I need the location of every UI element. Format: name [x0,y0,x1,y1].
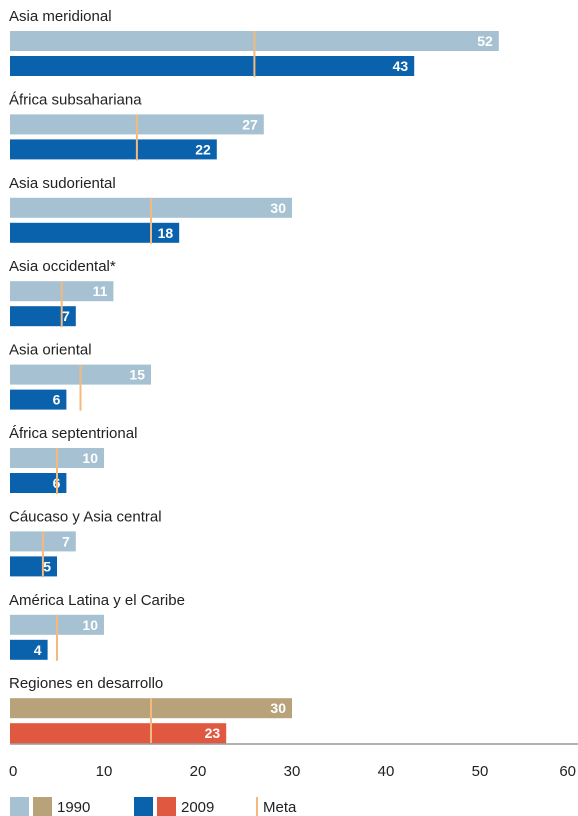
legend-swatch-1990 [10,797,29,816]
category-label: Asia meridional [9,8,112,25]
legend-swatch-2009 [134,797,153,816]
bar-2009 [10,389,67,410]
bar-2009 [10,139,217,160]
legend-label-meta: Meta [263,799,297,816]
data-label-2009: 18 [158,225,174,241]
x-tick-label: 30 [284,763,301,780]
meta-marker [56,614,58,661]
bar-2009 [10,56,415,76]
data-label-2009: 6 [53,392,61,408]
meta-marker [56,448,58,494]
data-label-1990: 7 [62,533,70,549]
data-label-1990: 11 [93,283,108,299]
data-label-1990: 10 [82,450,98,466]
data-label-1990: 27 [242,116,258,132]
bar-2009 [10,556,57,577]
category-label: Cáucaso y Asia central [9,508,162,525]
x-tick-label: 0 [9,763,17,780]
category-label: Asia occidental* [9,258,116,275]
data-label-1990: 30 [270,200,286,216]
data-label-1990: 15 [129,367,145,383]
meta-marker [150,698,152,745]
data-label-1990: 30 [270,700,286,716]
x-tick-label: 10 [96,763,113,780]
data-label-2009: 4 [34,642,42,658]
data-label-1990: 10 [82,617,98,633]
bar-2009 [10,222,180,243]
data-label-2009: 5 [43,558,51,574]
data-label-2009: 7 [62,308,70,324]
data-label-2009: 23 [205,725,221,741]
category-label: Asia sudoriental [9,175,116,192]
meta-marker [150,197,152,244]
category-label: Asia oriental [9,342,92,359]
x-tick-label: 50 [472,763,489,780]
data-label-1990: 52 [477,33,493,49]
x-tick-label: 60 [559,763,576,780]
bar-2009 [10,473,67,493]
category-label: África septentrional [9,425,137,442]
data-label-2009: 43 [393,58,409,74]
legend-swatch-1990-total [33,797,52,816]
category-label: América Latina y el Caribe [9,592,185,609]
bar-2009 [10,306,76,327]
meta-marker [79,364,82,411]
x-tick-label: 20 [190,763,207,780]
legend-swatch-meta [256,797,258,816]
data-label-2009: 22 [195,141,211,157]
legend-label-1990: 1990 [57,799,90,816]
category-label: Regiones en desarrollo [9,675,163,692]
legend-label-2009: 2009 [181,799,214,816]
meta-marker [41,531,44,578]
x-tick-label: 40 [378,763,395,780]
meta-marker [253,31,256,77]
meta-marker [135,114,138,161]
legend-swatch-2009-total [157,797,176,816]
category-label: África subsahariana [9,91,142,108]
bar-2009 [10,639,48,660]
meta-marker [60,281,63,328]
bar-2009 [10,723,227,744]
